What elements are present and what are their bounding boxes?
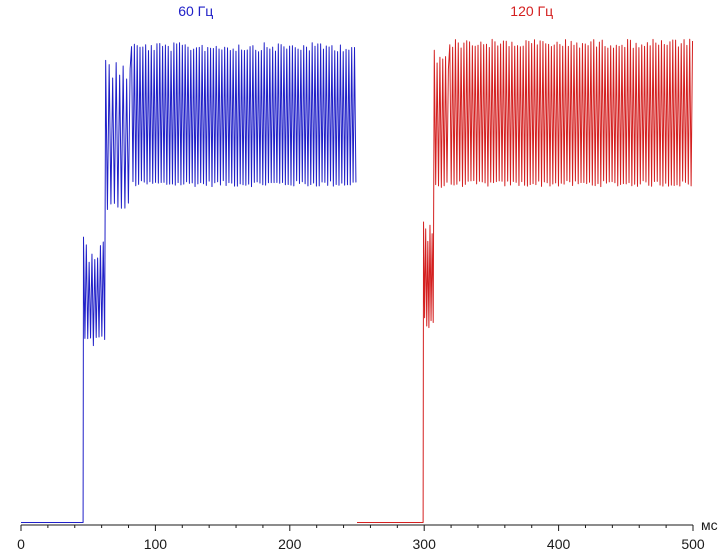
series-label-0: 60 Гц <box>178 3 213 19</box>
x-tick-label-200: 200 <box>278 536 302 552</box>
x-axis: мс 0 100 200 300 400 500 <box>17 517 718 552</box>
x-tick-label-100: 100 <box>144 536 168 552</box>
series-line-1 <box>357 38 694 523</box>
plot-area: 60 Гц 120 Гц <box>21 3 694 523</box>
x-tick-label-400: 400 <box>547 536 571 552</box>
series-label-1: 120 Гц <box>510 3 553 19</box>
x-tick-label-0: 0 <box>17 536 25 552</box>
x-tick-label-500: 500 <box>681 536 705 552</box>
x-axis-unit: мс <box>701 517 718 533</box>
x-tick-label-300: 300 <box>413 536 437 552</box>
series-line-0 <box>21 42 357 523</box>
